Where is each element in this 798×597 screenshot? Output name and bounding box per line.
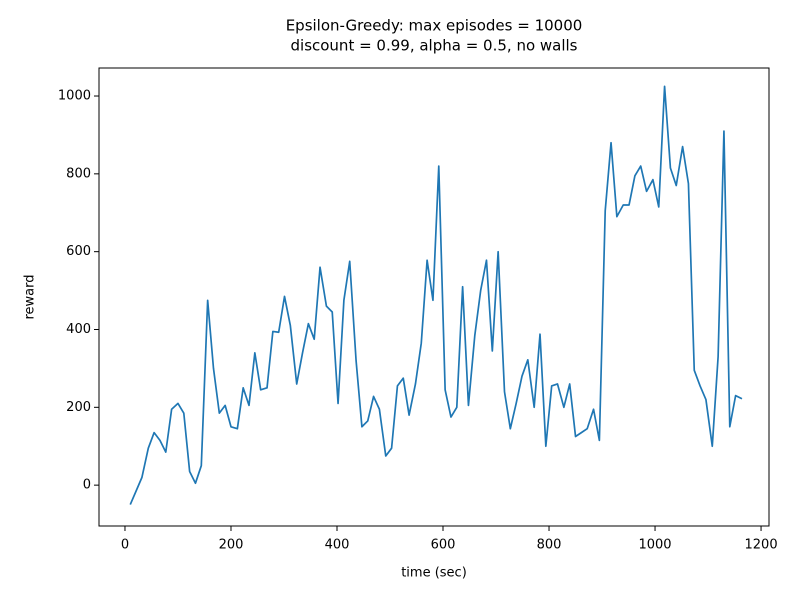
chart-title: Epsilon-Greedy: max episodes = 10000 [286,17,583,35]
x-tick-label: 1200 [745,538,778,553]
x-tick-label: 600 [431,538,456,553]
x-tick-label: 1000 [638,538,671,553]
y-tick-label: 200 [66,400,91,415]
y-tick-label: 400 [66,322,91,337]
y-axis-label: reward [23,274,38,319]
x-tick-label: 400 [325,538,350,553]
y-tick-label: 0 [83,478,91,493]
plot-frame [98,67,770,527]
x-tick-label: 800 [537,538,562,553]
x-tick-label: 200 [219,538,244,553]
chart-subtitle: discount = 0.99, alpha = 0.5, no walls [291,37,578,55]
y-tick-label: 1000 [58,89,91,104]
line [129,85,743,505]
y-tick-label: 800 [66,166,91,181]
y-tick-label: 600 [66,244,91,259]
x-axis-label: time (sec) [401,566,467,581]
x-tick-label: 0 [121,538,129,553]
